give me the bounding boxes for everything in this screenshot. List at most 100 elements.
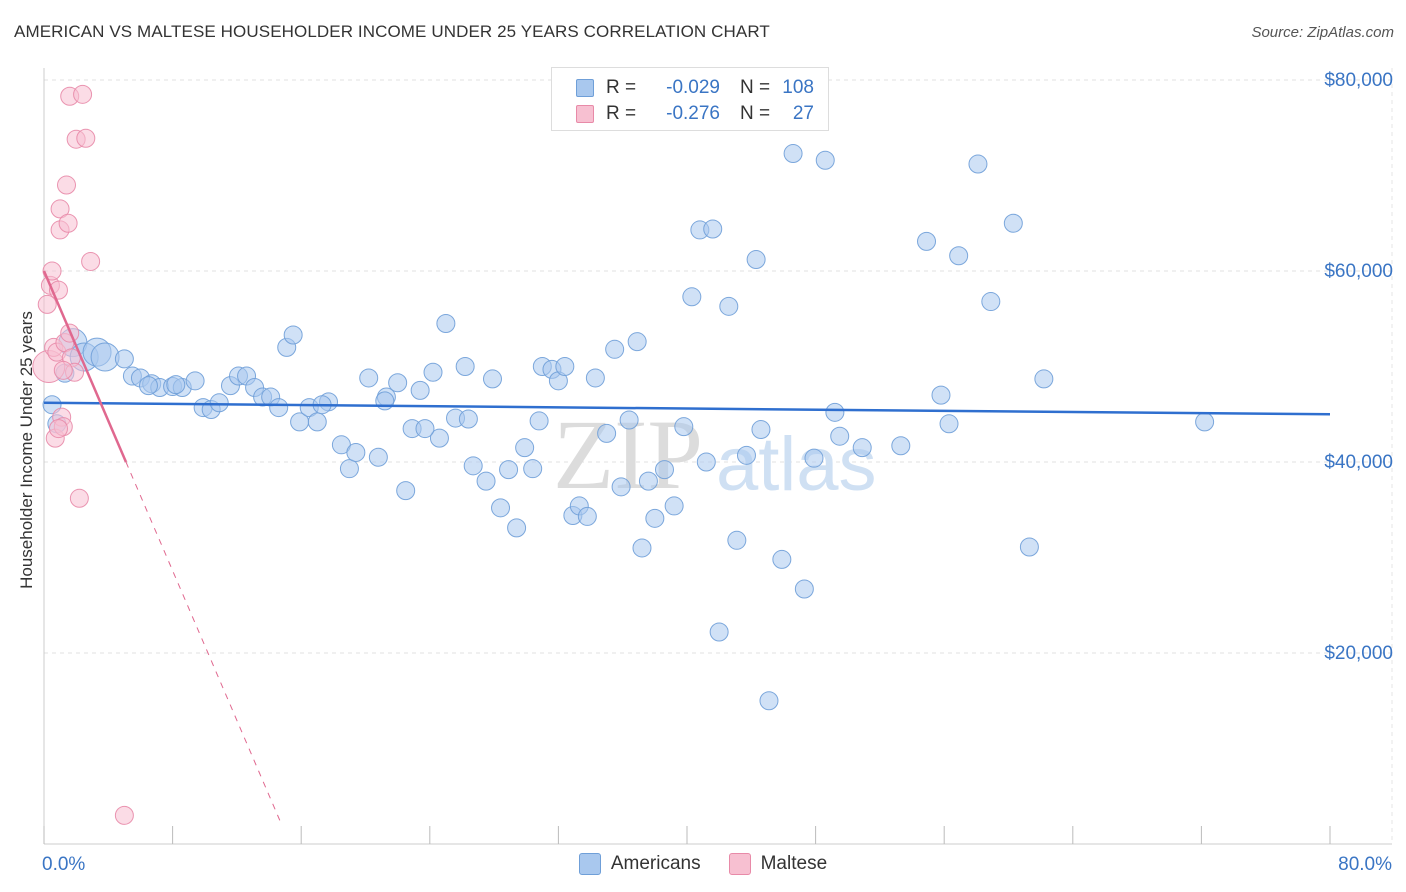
y-tick-label: $80,000: [1324, 70, 1393, 91]
americans-point: [455, 357, 475, 376]
americans-point: [654, 460, 674, 480]
legend-item-americans[interactable]: Americans: [578, 853, 701, 875]
maltese-point: [114, 805, 134, 825]
r-label: R =: [606, 103, 637, 124]
americans-point: [185, 371, 205, 391]
americans-point: [436, 314, 456, 334]
n-value: 108: [782, 77, 814, 98]
legend-row-americans: R = -0.029 N = 108: [576, 75, 814, 101]
americans-swatch: [578, 853, 601, 875]
americans-point: [1034, 369, 1054, 389]
americans-trend-line: [43, 401, 1331, 416]
americans-point: [346, 442, 366, 462]
americans-points: [42, 144, 1215, 711]
x-tick-label: 80.0%: [1338, 854, 1392, 875]
americans-point: [523, 459, 543, 479]
americans-point: [632, 538, 652, 558]
americans-point: [703, 219, 723, 239]
legend-item-maltese[interactable]: Maltese: [728, 853, 828, 875]
maltese-point: [57, 175, 77, 195]
maltese-point: [48, 419, 68, 439]
maltese-point: [76, 128, 96, 148]
americans-point: [968, 154, 988, 174]
americans-point: [627, 332, 647, 352]
americans-point: [727, 530, 747, 550]
maltese-trend-extension: [125, 461, 283, 826]
americans-point: [476, 471, 496, 491]
americans-point: [709, 622, 729, 642]
americans-point: [375, 391, 395, 411]
americans-point: [736, 445, 756, 465]
maltese-swatch: [728, 853, 751, 875]
americans-point: [772, 549, 792, 569]
americans-point: [674, 417, 694, 437]
americans-point: [577, 506, 597, 526]
maltese-points: [32, 84, 134, 825]
americans-point: [491, 498, 511, 518]
maltese-point: [42, 261, 62, 281]
maltese-point: [53, 360, 73, 380]
americans-swatch: [576, 79, 594, 97]
americans-point: [1019, 537, 1039, 557]
y-tick-label: $60,000: [1324, 261, 1393, 282]
americans-point: [852, 438, 872, 458]
americans-point: [825, 402, 845, 422]
y-tick-label: $20,000: [1324, 643, 1393, 664]
americans-point: [1195, 412, 1215, 432]
trend-lines: [42, 270, 1331, 826]
r-label: R =: [606, 77, 637, 98]
n-label: N =: [740, 103, 771, 124]
r-value: -0.029: [666, 77, 720, 98]
americans-point: [429, 428, 449, 448]
americans-point: [783, 144, 803, 164]
americans-point: [529, 411, 549, 431]
legend-label: Maltese: [760, 853, 828, 874]
americans-point: [638, 471, 658, 491]
americans-point: [804, 448, 824, 468]
americans-point: [1003, 213, 1023, 233]
americans-point: [597, 423, 617, 443]
americans-point: [307, 412, 327, 432]
americans-point: [463, 456, 483, 476]
americans-point: [645, 508, 665, 528]
americans-point: [981, 292, 1001, 312]
americans-point: [138, 376, 158, 396]
americans-point: [891, 436, 911, 456]
americans-point: [339, 459, 359, 479]
y-tick-label: $40,000: [1324, 452, 1393, 473]
americans-point: [388, 373, 408, 393]
americans-point: [114, 349, 134, 369]
americans-point: [619, 410, 639, 430]
americans-point: [931, 385, 951, 405]
grid-lines: [44, 79, 1392, 654]
n-label: N =: [740, 77, 771, 98]
americans-point: [696, 452, 716, 472]
americans-point: [555, 357, 575, 376]
chart-title: AMERICAN VS MALTESE HOUSEHOLDER INCOME U…: [14, 22, 770, 41]
americans-point: [482, 369, 502, 389]
legend-label: Americans: [610, 853, 701, 874]
stats-legend: R = -0.029 N = 108 R = -0.276 N = 27: [551, 67, 829, 131]
americans-point: [458, 409, 478, 429]
americans-point: [682, 287, 702, 307]
americans-point: [830, 426, 850, 446]
americans-point: [90, 342, 120, 372]
r-value: -0.276: [666, 103, 720, 124]
axes: [43, 68, 1393, 845]
americans-point: [209, 393, 229, 413]
americans-point: [664, 496, 684, 516]
americans-point: [585, 368, 605, 388]
americans-point: [751, 420, 771, 440]
americans-point: [746, 250, 766, 270]
americans-point: [499, 460, 519, 480]
americans-point: [515, 438, 535, 458]
americans-point: [410, 380, 430, 400]
tick-labels: $20,000 $40,000 $60,000 $80,000 0.0% 80.0%: [42, 70, 1393, 875]
americans-point: [396, 481, 416, 501]
maltese-point: [37, 294, 57, 314]
maltese-point: [50, 199, 70, 219]
americans-point: [283, 325, 303, 345]
maltese-swatch: [576, 105, 594, 123]
source-label: Source: ZipAtlas.com: [1251, 24, 1394, 41]
americans-point: [359, 368, 379, 388]
